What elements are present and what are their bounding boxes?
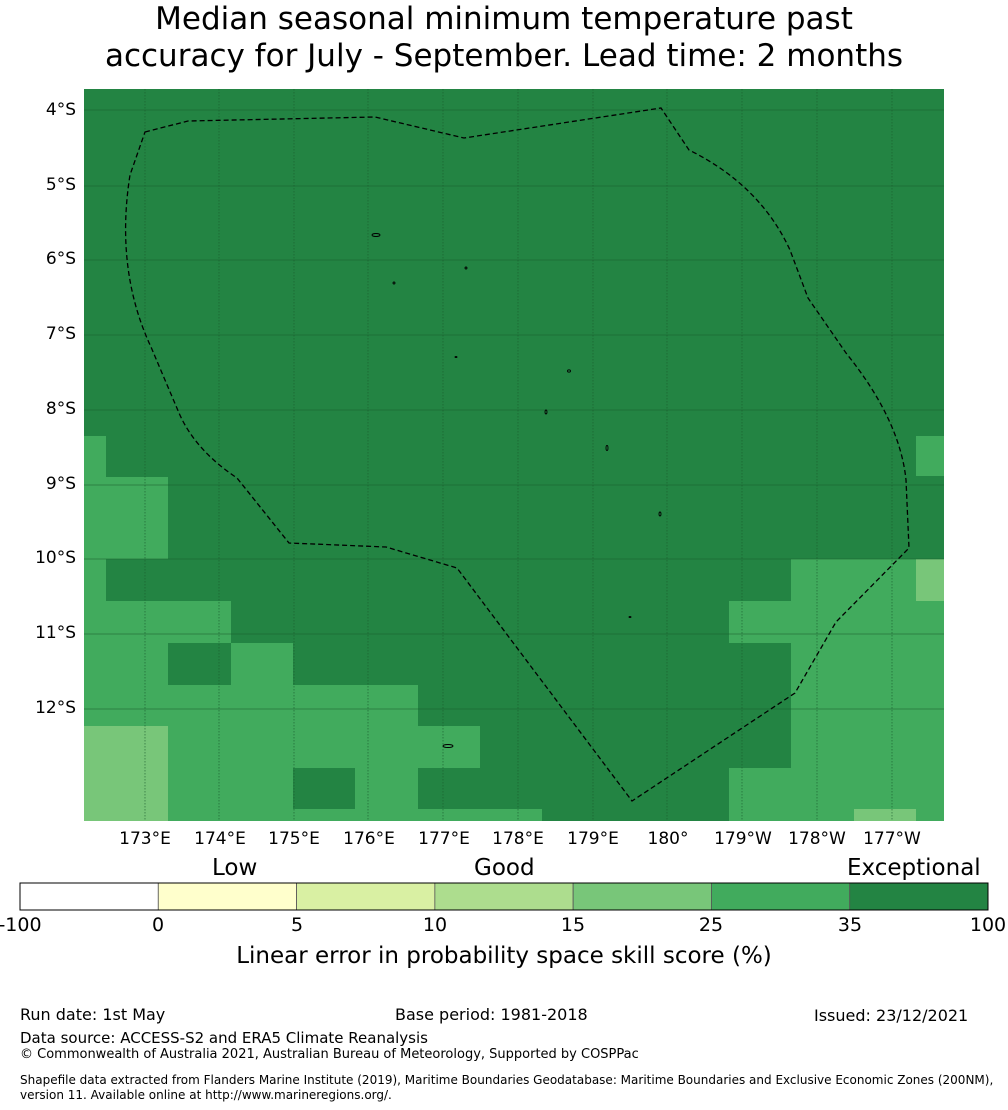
colorbar-category-low: Low [212,855,258,881]
lon-label: 176°E [343,829,395,849]
lat-label: 4°S [45,100,76,120]
colorbar-tick: 100 [969,914,1007,936]
lon-label: 175°E [268,829,320,849]
colorbar-category-good: Good [474,855,535,881]
lat-label: 11°S [35,623,76,643]
colorbar-tick: 5 [290,914,304,936]
colorbar-tick: -100 [0,914,42,936]
colorbar-tick: 0 [151,914,165,936]
copyright: © Commonwealth of Australia 2021, Austra… [20,1047,639,1062]
lon-label: 180° [647,829,689,849]
skill-cell [854,809,916,821]
lat-label: 12°S [35,698,76,718]
colorbar-outline [19,882,989,911]
colorbar-tick: 10 [422,914,448,936]
lon-label: 178°W [788,829,846,849]
colorbar-segment [849,882,989,911]
lon-label: 179°E [567,829,619,849]
lat-label: 7°S [45,324,76,344]
skill-cell [729,601,791,643]
skill-cell [168,685,293,768]
colorbar-label: Linear error in probability space skill … [236,943,772,969]
island [371,233,381,237]
island [442,744,454,748]
skill-cell [84,436,106,606]
island [658,511,662,517]
colorbar-segment [711,882,851,911]
island [628,615,632,619]
colorbar-tick: 35 [837,914,863,936]
skill-cell [293,809,418,821]
islands [371,233,662,748]
lat-label: 5°S [45,175,76,195]
run-date: Run date: 1st May [20,1005,166,1024]
colorbar [19,882,989,911]
skill-cell [168,768,293,821]
colorbar-segment [572,882,712,911]
colorbar-segment [157,882,297,911]
graticule [84,89,944,821]
colorbar-segment [434,882,574,911]
colorbar-segment [296,882,436,911]
skill-cell [729,768,791,821]
shapefile-credit-line-2: version 11. Available online at http://w… [20,1088,392,1102]
colorbar-category-exceptional: Exceptional [847,855,981,881]
data-source: Data source: ACCESS-S2 and ERA5 Climate … [20,1029,428,1047]
skill-cell [231,643,293,685]
island [544,409,548,415]
skill-cell [84,601,231,643]
skill-cell [84,643,168,726]
island [464,266,468,270]
lat-label: 6°S [45,249,76,269]
skill-cell [106,477,168,559]
lat-label: 8°S [45,399,76,419]
shapefile-credit-line-1: Shapefile data extracted from Flanders M… [20,1073,994,1087]
lon-label: 177°W [863,829,921,849]
island [392,281,396,285]
skill-cell [355,768,418,809]
island [605,445,609,451]
lon-label: 179°W [714,829,772,849]
base-period: Base period: 1981-2018 [395,1005,588,1024]
colorbar-tick: 15 [560,914,586,936]
colorbar-segment [19,882,159,911]
skill-cell [916,436,944,476]
lon-label: 177°E [418,829,470,849]
skill-cell [916,559,944,601]
colorbar-tick: 25 [698,914,724,936]
lon-label: 173°E [119,829,171,849]
skill-cell [293,685,418,768]
lat-label: 10°S [35,548,76,568]
lat-label: 9°S [45,474,76,494]
skill-cell [418,809,542,821]
skill-cell [916,601,944,821]
issued-date: Issued: 23/12/2021 [814,1006,969,1025]
island [454,355,458,359]
eez-boundary [124,107,910,802]
lon-label: 178°E [492,829,544,849]
map-title-line-1: Median seasonal minimum temperature past [155,1,853,37]
island [567,369,571,373]
skill-cell [84,726,168,821]
skill-cell [791,768,854,821]
skill-cell [418,726,480,768]
lon-label: 174°E [194,829,246,849]
map-title-line-2: accuracy for July - September. Lead time… [104,38,904,74]
skill-cells [84,89,944,821]
